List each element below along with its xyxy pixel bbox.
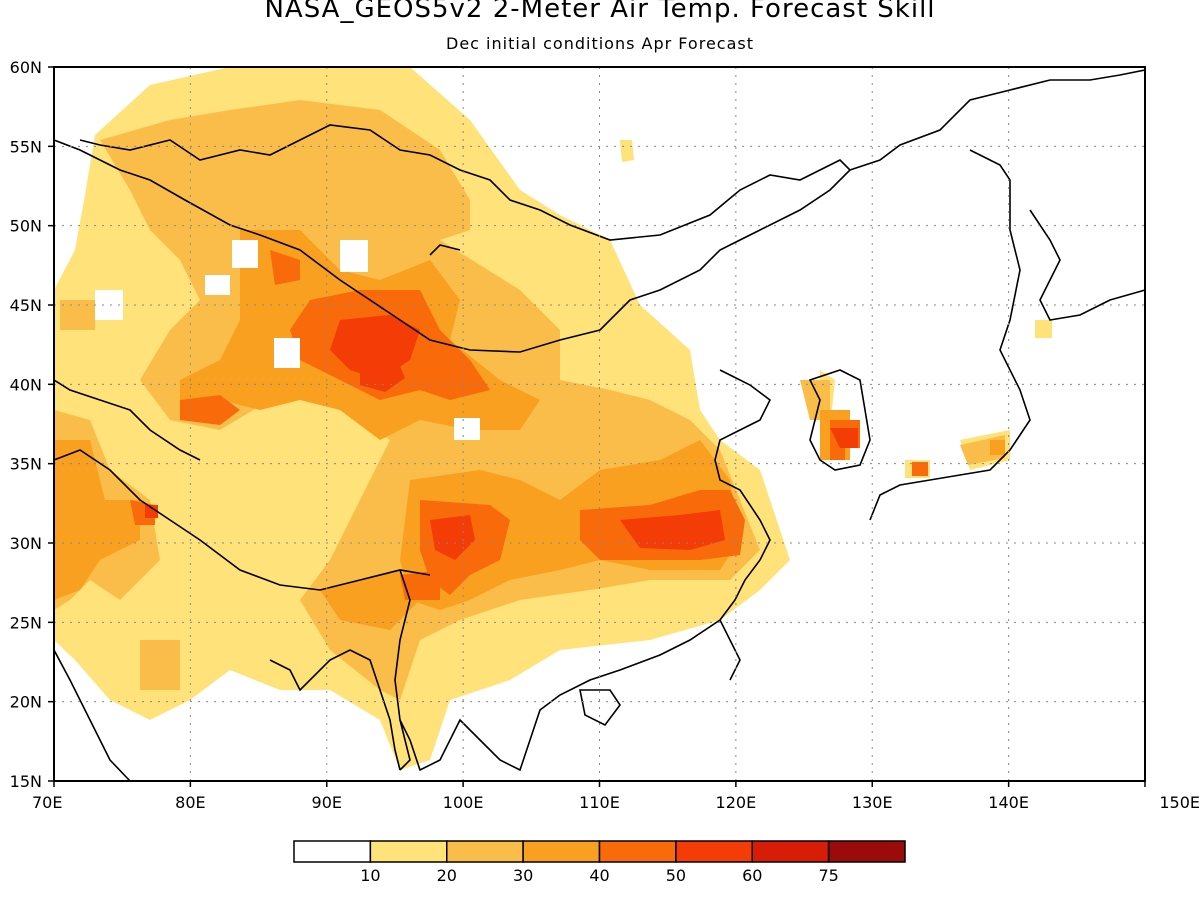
lat-tick-label: 15N [10, 772, 42, 791]
lon-tick-label: 90E [312, 793, 342, 812]
colorbar-label: 30 [513, 866, 533, 885]
lat-tick-label: 30N [10, 534, 42, 553]
lon-tick-label: 130E [852, 793, 893, 812]
colorbar-label: 40 [589, 866, 609, 885]
colorbar-label: 10 [360, 866, 380, 885]
coastlines [54, 69, 1145, 781]
colorbar-label: 75 [818, 866, 838, 885]
colorbar-swatch [675, 840, 753, 863]
graticule [54, 67, 1145, 781]
lat-tick-label: 45N [10, 296, 42, 315]
map-title: NASA_GEOS5v2 2-Meter Air Temp. Forecast … [264, 0, 936, 24]
skill-shading [54, 67, 1052, 770]
lon-tick-label: 150E [1159, 793, 1200, 812]
colorbar-swatch [446, 840, 524, 863]
colorbar-label: 60 [742, 866, 762, 885]
lon-tick-label: 110E [579, 793, 620, 812]
lon-tick-label: 140E [988, 793, 1029, 812]
colorbar-swatch [751, 840, 830, 863]
lat-tick-label: 20N [10, 693, 42, 712]
lon-tick-label: 100E [443, 793, 484, 812]
lon-tick-label: 70E [32, 793, 62, 812]
colorbar-swatch [369, 840, 448, 863]
map-subtitle: Dec initial conditions Apr Forecast [446, 34, 754, 53]
lat-tick-label: 40N [10, 375, 42, 394]
latitude-labels: 15N 20N 25N 30N 35N 40N 45N 50N 55N 60N [10, 58, 54, 791]
colorbar-label: 50 [666, 866, 686, 885]
lat-tick-label: 25N [10, 613, 42, 632]
lat-tick-label: 35N [10, 455, 42, 474]
lat-tick-label: 55N [10, 137, 42, 156]
lon-tick-label: 80E [175, 793, 205, 812]
lat-tick-label: 60N [10, 58, 42, 77]
colorbar-label: 20 [437, 866, 457, 885]
colorbar: 10 20 30 40 50 60 75 [293, 840, 906, 885]
colorbar-swatch [827, 840, 906, 863]
colorbar-swatch [293, 840, 372, 863]
longitude-labels: 70E 80E 90E 100E 110E 120E 130E 140E 150E [32, 781, 1200, 812]
colorbar-swatch [598, 840, 677, 863]
lat-tick-label: 50N [10, 217, 42, 236]
colorbar-swatch [522, 840, 601, 863]
lon-tick-label: 120E [716, 793, 757, 812]
